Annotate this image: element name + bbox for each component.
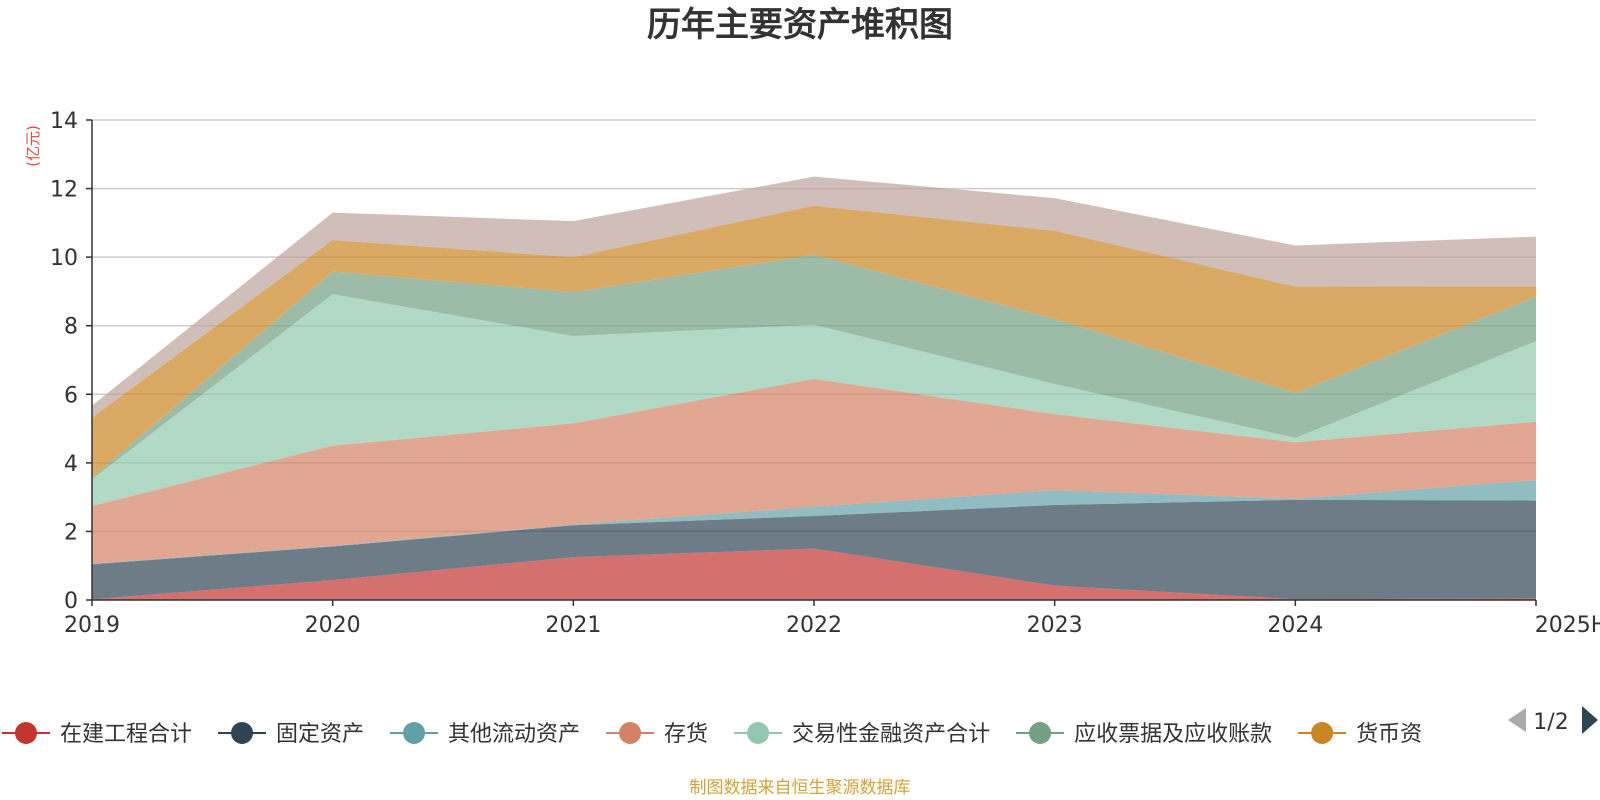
area-series-layer xyxy=(92,176,1536,600)
x-tick-label-1: 2020 xyxy=(305,613,361,638)
legend-item-6[interactable]: 货币资 xyxy=(1298,722,1422,747)
y-tick-label-1: 2 xyxy=(64,520,78,545)
legend-prev-button[interactable] xyxy=(1508,708,1526,732)
area-series-5 xyxy=(92,254,1536,480)
x-tick-label-2: 2021 xyxy=(545,613,601,638)
area-series-1 xyxy=(92,499,1536,600)
chart-title: 历年主要资产堆积图 xyxy=(647,5,953,45)
legend-label-0: 在建工程合计 xyxy=(60,722,192,747)
x-tick-label-3: 2022 xyxy=(786,613,842,638)
y-tick-label-7: 14 xyxy=(50,109,78,134)
legend: 在建工程合计 固定资产 其他流动资产 存货 交易性金融资产合计 应收票据及应收账款 货币资 xyxy=(2,722,1422,747)
legend-next-button[interactable] xyxy=(1582,706,1598,734)
area-series-0 xyxy=(92,548,1536,600)
legend-label-2: 其他流动资产 xyxy=(448,722,580,747)
area-series-2 xyxy=(92,480,1536,565)
legend-marker-0 xyxy=(15,722,37,744)
y-tick-label-4: 8 xyxy=(64,315,78,340)
area-series-3 xyxy=(92,378,1536,564)
y-tick-label-3: 6 xyxy=(64,383,78,408)
legend-marker-3 xyxy=(619,722,642,744)
legend-marker-5 xyxy=(1029,722,1052,744)
x-tick-label-6: 2025H1 xyxy=(1535,613,1600,638)
area-series-6 xyxy=(92,205,1536,478)
y-axis-ticks: 0 2 4 6 8 10 12 14 xyxy=(50,109,92,614)
legend-item-1[interactable]: 固定资产 xyxy=(218,722,364,747)
triangle-left-icon[interactable] xyxy=(1508,708,1526,732)
legend-label-1: 固定资产 xyxy=(276,722,364,747)
triangle-right-icon[interactable] xyxy=(1582,706,1598,734)
legend-marker-4 xyxy=(747,722,770,744)
legend-item-5[interactable]: 应收票据及应收账款 xyxy=(1016,722,1272,747)
y-tick-label-6: 12 xyxy=(50,178,78,203)
legend-marker-6 xyxy=(1311,722,1334,744)
legend-item-2[interactable]: 其他流动资产 xyxy=(390,722,580,747)
legend-page-indicator: 1/2 xyxy=(1533,710,1568,735)
legend-label-6: 货币资 xyxy=(1356,722,1422,747)
data-source-note: 制图数据来自恒生聚源数据库 xyxy=(690,778,911,798)
y-axis-unit: (亿元) xyxy=(24,125,42,167)
legend-label-3: 存货 xyxy=(664,722,708,747)
legend-label-5: 应收票据及应收账款 xyxy=(1074,722,1272,747)
y-tick-label-0: 0 xyxy=(64,589,78,614)
x-tick-label-0: 2019 xyxy=(64,613,120,638)
legend-label-4: 交易性金融资产合计 xyxy=(792,722,990,747)
x-axis-ticks: 2019 2020 2021 2022 2023 2024 2025H1 xyxy=(64,600,1600,638)
y-tick-label-5: 10 xyxy=(50,246,78,271)
area-series-7 xyxy=(92,176,1536,418)
y-tick-label-2: 4 xyxy=(64,452,78,477)
legend-item-0[interactable]: 在建工程合计 xyxy=(2,722,192,747)
legend-pager: 1/2 xyxy=(1508,706,1598,735)
legend-marker-2 xyxy=(403,722,426,744)
x-tick-label-5: 2024 xyxy=(1267,613,1323,638)
legend-marker-1 xyxy=(231,722,254,744)
area-series-4 xyxy=(92,294,1536,507)
legend-item-4[interactable]: 交易性金融资产合计 xyxy=(734,722,990,747)
x-tick-label-4: 2023 xyxy=(1027,613,1083,638)
legend-item-3[interactable]: 存货 xyxy=(606,722,708,747)
